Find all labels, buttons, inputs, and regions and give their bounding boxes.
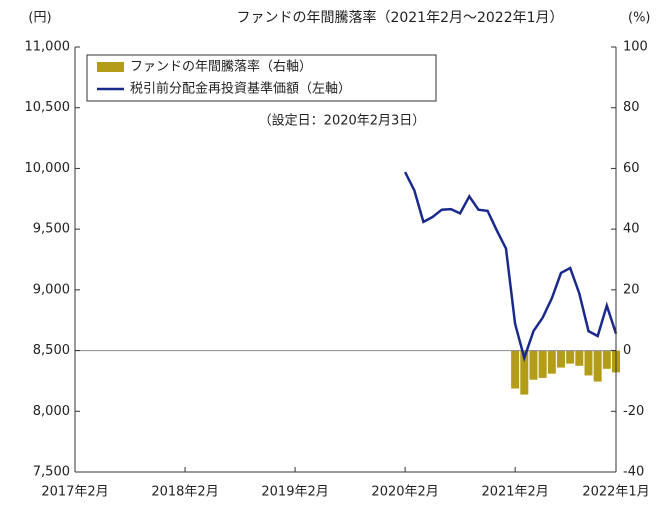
bar	[556, 350, 565, 368]
y-tick-label: 10,500	[25, 100, 71, 115]
y2-tick-label: 100	[623, 40, 648, 55]
bar	[566, 350, 575, 364]
legend-swatch	[97, 62, 124, 72]
chart-title: ファンドの年間騰落率（2021年2月～2022年1月）	[236, 9, 563, 26]
y2-tick-label: 60	[623, 161, 640, 176]
bar	[520, 350, 529, 395]
bar	[602, 350, 611, 369]
y-tick-label: 8,000	[33, 404, 70, 419]
x-tick-label: 2019年2月	[261, 485, 328, 500]
y2-axis-label: (%)	[628, 11, 651, 26]
bar	[547, 350, 556, 374]
bar	[584, 350, 593, 376]
annotation: （設定日：2020年2月3日）	[259, 113, 426, 129]
y2-tick-label: 80	[623, 100, 640, 115]
x-tick-label: 2017年2月	[41, 485, 108, 500]
x-tick-label: 2021年2月	[481, 485, 548, 500]
bar	[575, 350, 584, 366]
x-tick-label: 2020年2月	[371, 485, 438, 500]
y-tick-label: 9,500	[33, 222, 70, 237]
y2-tick-label: 40	[623, 222, 640, 237]
y2-tick-label: 20	[623, 282, 640, 297]
x-tick-label: 2018年2月	[151, 485, 218, 500]
bar	[511, 350, 520, 389]
y-tick-label: 9,000	[33, 282, 70, 297]
line-series	[403, 171, 618, 363]
y-tick-label: 7,500	[33, 465, 70, 480]
y2-tick-label: 0	[623, 343, 631, 358]
y2-tick-label: -40	[623, 465, 644, 480]
y-axis-label: (円)	[28, 11, 51, 26]
legend-box	[86, 54, 437, 102]
y-tick-label: 10,000	[25, 161, 71, 176]
legend-label: 税引前分配金再投資基準価額（左軸）	[130, 81, 351, 97]
y-tick-label: 8,500	[33, 343, 70, 358]
bar	[529, 350, 538, 380]
y2-tick-label: -20	[623, 404, 644, 419]
y-tick-label: 11,000	[25, 40, 71, 55]
legend-label: ファンドの年間騰落率（右軸）	[130, 59, 312, 75]
x-tick-label: 2022年1月	[582, 485, 649, 500]
bar	[593, 350, 602, 382]
bar	[538, 350, 547, 378]
